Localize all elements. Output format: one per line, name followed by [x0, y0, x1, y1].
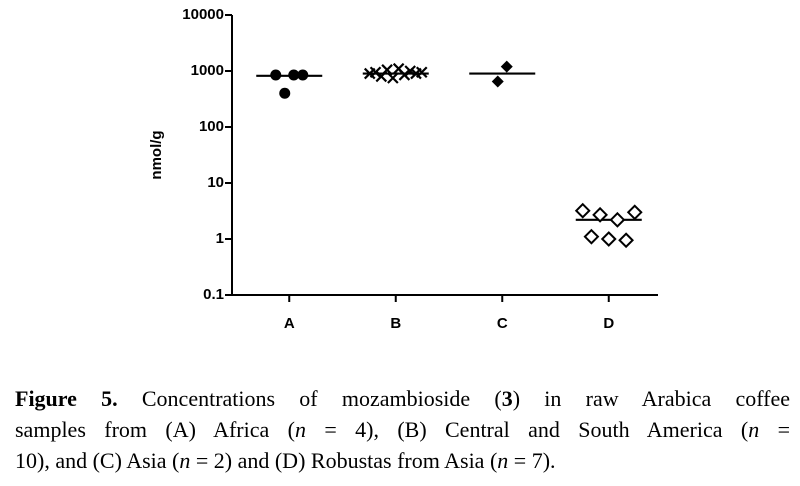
data-point — [404, 65, 416, 77]
y-tick-label: 100 — [199, 118, 224, 135]
data-point — [592, 206, 608, 223]
chart: nmol/g 0.1 1 10 100 1000 10000 A B C D — [148, 6, 658, 332]
caption-text: = 2) and (D) Robustas from Asia ( — [190, 448, 498, 473]
y-tick-label: 0.1 — [203, 286, 224, 303]
caption-text: samples from (A) Africa ( — [15, 417, 295, 442]
data-point — [387, 72, 399, 84]
y-axis-label: nmol/g — [148, 130, 165, 179]
caption-text: 3 — [501, 386, 513, 411]
caption-text: = 7). — [508, 448, 556, 473]
x-tick-label: A — [284, 315, 295, 332]
caption-line: samples from (A) Africa (n = 4), (B) Cen… — [15, 414, 790, 445]
data-point — [583, 228, 600, 245]
caption-text: = 4), (B) Central and South America ( — [305, 417, 749, 442]
caption-text: n — [294, 417, 306, 442]
caption-text: n — [497, 448, 509, 473]
data-point — [279, 87, 291, 99]
caption-line: 10), and (C) Asia (n = 2) and (D) Robust… — [15, 445, 790, 476]
y-tick-label: 10000 — [182, 6, 224, 23]
caption-line: Figure 5. Concentrations of mozambioside… — [15, 383, 790, 414]
caption-text: 10), and (C) Asia ( — [15, 448, 180, 473]
x-tick-label: C — [497, 315, 508, 332]
data-point — [626, 204, 643, 221]
caption-text: ) in raw Arabica coffee — [512, 386, 791, 411]
data-point — [369, 66, 382, 79]
data-point — [381, 64, 393, 76]
data-point — [398, 69, 411, 81]
data-point — [609, 211, 626, 228]
data-point — [297, 69, 309, 81]
caption-text: = — [759, 417, 790, 442]
data-point — [618, 232, 634, 249]
data-point — [415, 66, 428, 79]
y-tick-label: 1 — [216, 230, 224, 247]
caption-text: Concentrations of mozambioside ( — [117, 386, 502, 411]
caption-text: n — [748, 417, 760, 442]
x-tick-label: B — [390, 315, 401, 332]
data-point — [270, 69, 282, 81]
data-point — [574, 202, 591, 219]
y-tick-label: 1000 — [191, 62, 224, 79]
y-tick-label: 10 — [207, 174, 224, 191]
data-point — [491, 75, 504, 88]
data-point — [288, 69, 300, 81]
caption-text: n — [179, 448, 191, 473]
x-tick-label: D — [603, 315, 614, 332]
caption-text: Figure 5. — [15, 386, 118, 411]
figure-caption: Figure 5. Concentrations of mozambioside… — [15, 383, 790, 476]
data-point — [500, 60, 513, 73]
data-point — [600, 231, 617, 247]
